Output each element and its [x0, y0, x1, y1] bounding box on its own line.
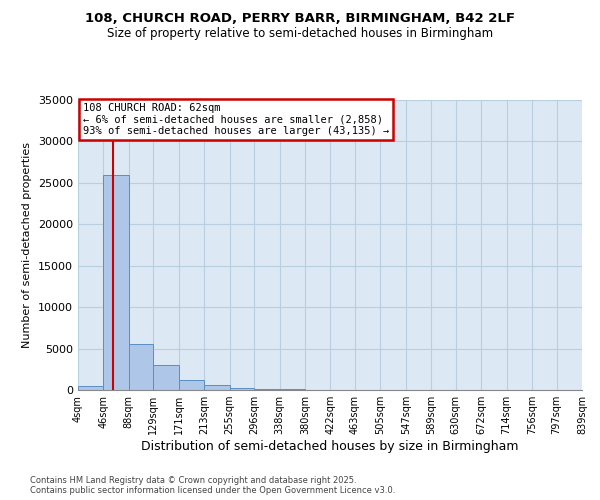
Text: Size of property relative to semi-detached houses in Birmingham: Size of property relative to semi-detach… [107, 28, 493, 40]
Bar [204, 385, 230, 390]
Bar [129, 344, 154, 390]
Bar [154, 365, 179, 390]
Bar [78, 386, 103, 390]
Text: 108, CHURCH ROAD, PERRY BARR, BIRMINGHAM, B42 2LF: 108, CHURCH ROAD, PERRY BARR, BIRMINGHAM… [85, 12, 515, 26]
Text: Contains HM Land Registry data © Crown copyright and database right 2025.
Contai: Contains HM Land Registry data © Crown c… [30, 476, 395, 495]
Y-axis label: Number of semi-detached properties: Number of semi-detached properties [22, 142, 32, 348]
X-axis label: Distribution of semi-detached houses by size in Birmingham: Distribution of semi-detached houses by … [141, 440, 519, 453]
Bar [103, 174, 129, 390]
Bar [230, 388, 254, 390]
Bar [179, 380, 204, 390]
Bar [254, 389, 280, 390]
Text: 108 CHURCH ROAD: 62sqm
← 6% of semi-detached houses are smaller (2,858)
93% of s: 108 CHURCH ROAD: 62sqm ← 6% of semi-deta… [83, 103, 389, 136]
